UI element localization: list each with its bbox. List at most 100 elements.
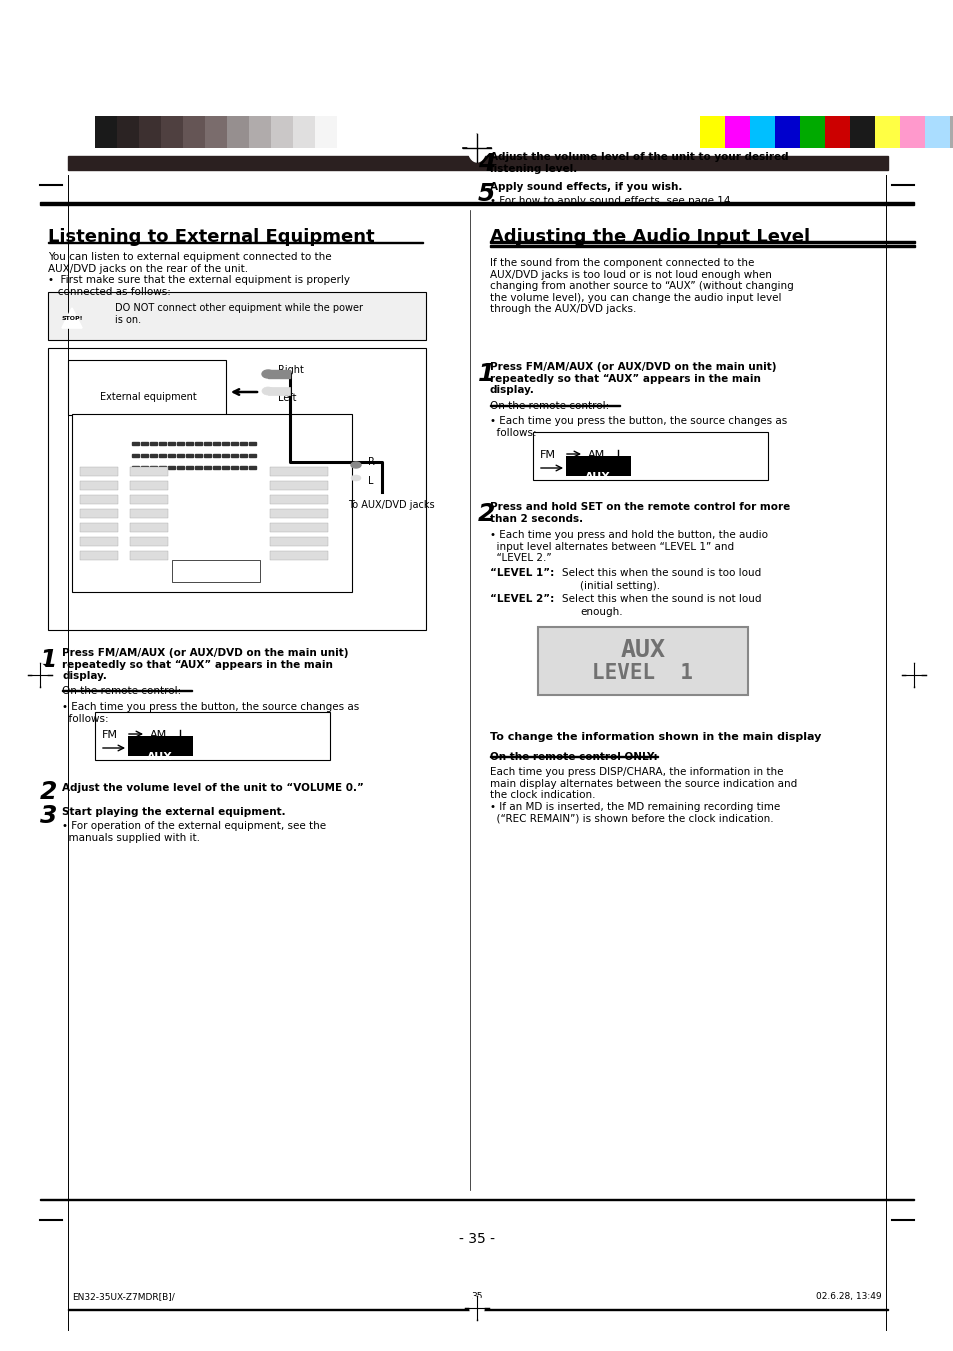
Text: - 35 -: - 35 - xyxy=(458,1232,495,1246)
Ellipse shape xyxy=(262,386,274,394)
Bar xyxy=(177,466,184,469)
Bar xyxy=(222,454,229,457)
Bar xyxy=(231,442,237,444)
Bar xyxy=(132,442,139,444)
Text: 5: 5 xyxy=(477,182,495,205)
Text: “LEVEL 2”:: “LEVEL 2”: xyxy=(490,594,554,604)
Bar xyxy=(130,509,168,517)
Bar xyxy=(117,116,139,149)
Bar xyxy=(231,454,237,457)
Text: • If an MD is inserted, the MD remaining recording time
  (“REC REMAIN”) is show: • If an MD is inserted, the MD remaining… xyxy=(490,802,780,824)
Ellipse shape xyxy=(470,1297,483,1319)
Bar xyxy=(80,467,118,476)
Bar xyxy=(249,454,255,457)
Bar xyxy=(130,551,168,561)
Bar xyxy=(899,116,924,149)
Text: Left: Left xyxy=(277,393,296,403)
Text: On the remote control:: On the remote control: xyxy=(62,686,181,696)
Bar xyxy=(774,116,800,149)
Bar xyxy=(240,466,247,469)
Text: AUX: AUX xyxy=(147,753,172,762)
Bar xyxy=(204,454,211,457)
Bar xyxy=(130,467,168,476)
Bar xyxy=(48,349,426,630)
Bar xyxy=(141,442,148,444)
Text: To change the information shown in the main display: To change the information shown in the m… xyxy=(490,732,821,742)
Ellipse shape xyxy=(351,462,360,467)
Text: • Each time you press the button, the source changes as
  follows:: • Each time you press the button, the so… xyxy=(490,416,786,438)
Text: • Each time you press and hold the button, the audio
  input level alternates be: • Each time you press and hold the butto… xyxy=(490,530,767,563)
Text: LEVEL  1: LEVEL 1 xyxy=(592,663,693,684)
Bar xyxy=(874,116,899,149)
Bar xyxy=(128,736,193,757)
Bar xyxy=(40,1198,913,1200)
Bar xyxy=(40,201,913,205)
Bar xyxy=(186,454,193,457)
Text: R: R xyxy=(368,457,375,467)
Bar xyxy=(270,551,328,561)
Bar xyxy=(177,454,184,457)
Bar xyxy=(48,242,422,243)
Text: STOP!: STOP! xyxy=(61,316,83,322)
Text: On the remote control ONLY:: On the remote control ONLY: xyxy=(490,753,657,762)
Bar xyxy=(150,442,157,444)
Text: Each time you press DISP/CHARA, the information in the
main display alternates b: Each time you press DISP/CHARA, the info… xyxy=(490,767,797,800)
Text: AUX: AUX xyxy=(584,471,610,482)
Text: 4: 4 xyxy=(477,153,495,176)
Bar xyxy=(271,116,293,149)
Text: Press and hold SET on the remote control for more
than 2 seconds.: Press and hold SET on the remote control… xyxy=(490,503,789,524)
Text: Listening to External Equipment: Listening to External Equipment xyxy=(48,228,375,246)
Bar xyxy=(80,551,118,561)
Ellipse shape xyxy=(262,370,274,378)
Bar xyxy=(168,466,174,469)
Bar xyxy=(213,442,220,444)
Ellipse shape xyxy=(906,663,920,686)
Bar xyxy=(270,494,328,504)
Bar xyxy=(924,116,949,149)
Bar xyxy=(749,116,774,149)
Bar xyxy=(68,359,226,415)
Bar xyxy=(172,561,260,582)
Bar xyxy=(183,116,205,149)
Text: DO NOT connect other equipment while the power
is on.: DO NOT connect other equipment while the… xyxy=(115,303,363,324)
Text: • Each time you press the button, the source changes as
  follows:: • Each time you press the button, the so… xyxy=(62,703,359,724)
Bar xyxy=(186,442,193,444)
Bar xyxy=(80,481,118,490)
Bar xyxy=(95,712,330,761)
Bar xyxy=(249,116,271,149)
Bar xyxy=(194,454,202,457)
Ellipse shape xyxy=(468,134,485,162)
Bar xyxy=(240,442,247,444)
Bar xyxy=(336,116,358,149)
Text: You can listen to external equipment connected to the
AUX/DVD jacks on the rear : You can listen to external equipment con… xyxy=(48,253,332,274)
Text: Press FM/AM/AUX (or AUX/DVD on the main unit)
repeatedly so that “AUX” appears i: Press FM/AM/AUX (or AUX/DVD on the main … xyxy=(490,362,776,396)
Text: 02.6.28, 13:49: 02.6.28, 13:49 xyxy=(816,1292,882,1301)
Bar xyxy=(80,523,118,532)
Bar xyxy=(240,454,247,457)
Bar xyxy=(270,481,328,490)
Text: (initial setting).: (initial setting). xyxy=(579,581,659,590)
Ellipse shape xyxy=(351,476,360,481)
Text: Apply sound effects, if you wish.: Apply sound effects, if you wish. xyxy=(490,182,681,192)
Text: Start playing the external equipment.: Start playing the external equipment. xyxy=(62,807,285,817)
Text: Adjust the volume level of the unit to your desired
listening level.: Adjust the volume level of the unit to y… xyxy=(490,153,788,173)
Bar xyxy=(141,454,148,457)
Bar xyxy=(80,536,118,546)
Bar xyxy=(490,240,914,243)
Bar xyxy=(213,466,220,469)
Text: FM: FM xyxy=(102,730,118,740)
Bar xyxy=(537,627,747,694)
Bar xyxy=(194,442,202,444)
Bar xyxy=(68,155,887,170)
Bar xyxy=(141,466,148,469)
Bar xyxy=(249,466,255,469)
Bar xyxy=(222,442,229,444)
Bar xyxy=(150,454,157,457)
Text: “LEVEL 1”:: “LEVEL 1”: xyxy=(490,567,554,578)
Bar xyxy=(139,116,161,149)
Bar xyxy=(213,454,220,457)
Text: To AUX/DVD jacks: To AUX/DVD jacks xyxy=(348,500,435,509)
Text: FM: FM xyxy=(539,450,556,459)
Ellipse shape xyxy=(33,663,47,686)
Text: •  First make sure that the external equipment is properly
   connected as follo: • First make sure that the external equi… xyxy=(48,276,350,297)
